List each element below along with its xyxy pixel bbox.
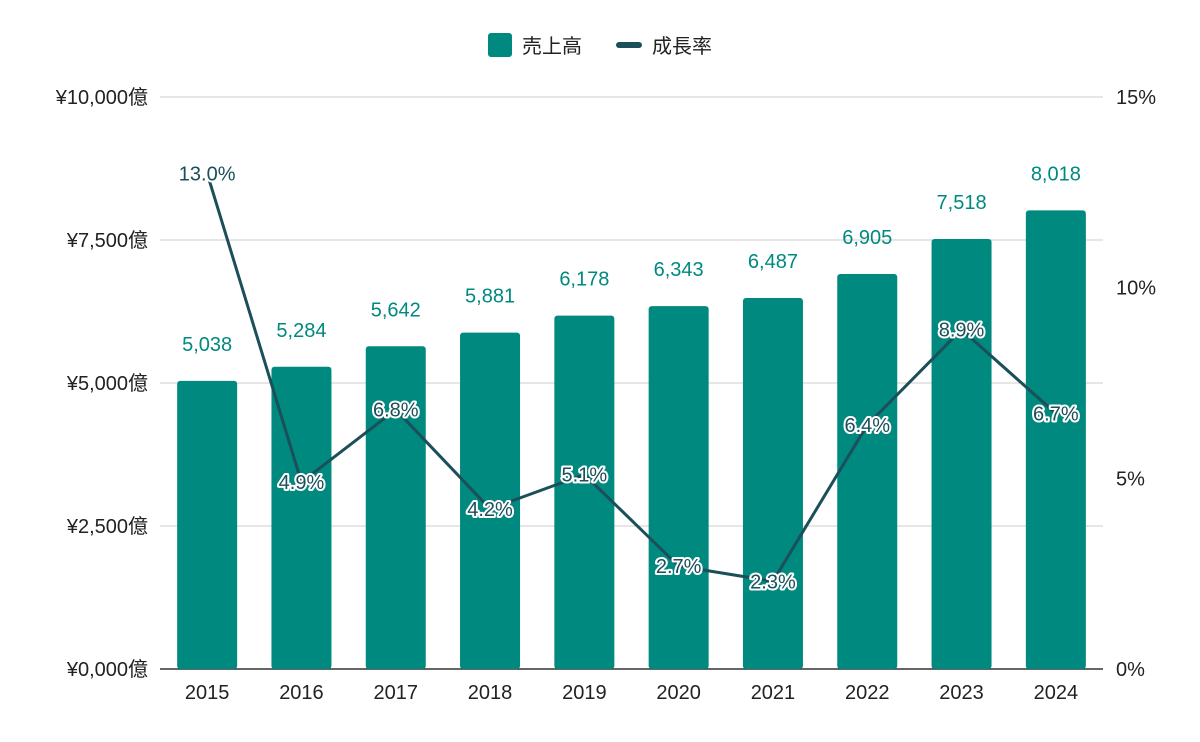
bar-value-label: 5,642	[371, 299, 421, 321]
y-right-tick-label: 15%	[1116, 87, 1156, 109]
x-tick-label: 2022	[845, 682, 890, 704]
growth-value-label: 8.9%	[939, 320, 985, 342]
bar	[177, 380, 238, 669]
bar	[460, 332, 521, 669]
growth-value-label: 4.9%	[279, 472, 325, 494]
bar-value-label: 6,487	[748, 251, 798, 273]
x-tick-label: 2023	[939, 682, 984, 704]
bar	[931, 238, 992, 669]
bar-value-label: 6,343	[654, 259, 704, 281]
x-tick-label: 2015	[185, 682, 230, 704]
y-right-tick-label: 10%	[1116, 278, 1156, 300]
bar-value-label: 8,018	[1031, 163, 1081, 185]
bar-value-label: 6,905	[842, 227, 892, 249]
growth-value-label: 2.3%	[750, 571, 796, 593]
bar-value-label: 6,178	[559, 269, 609, 291]
bar-value-label: 5,284	[276, 320, 326, 342]
legend-label-sales: 売上高	[522, 36, 582, 58]
y-left-tick-label: ¥5,000億	[66, 372, 148, 395]
bar-value-label: 7,518	[937, 192, 987, 214]
growth-value-label: 2.7%	[656, 556, 702, 578]
bar	[648, 306, 709, 669]
x-tick-label: 2016	[279, 682, 324, 704]
bar	[554, 315, 615, 669]
legend-item-sales: 売上高	[488, 30, 582, 59]
bar	[742, 297, 803, 669]
growth-value-label: 6.7%	[1033, 404, 1079, 426]
bar-value-label: 5,881	[465, 286, 515, 308]
x-tick-label: 2020	[656, 682, 701, 704]
growth-line	[205, 172, 1057, 583]
legend-swatch-growth	[616, 41, 642, 48]
growth-value-label: 4.2%	[467, 499, 513, 521]
x-tick-label: 2018	[468, 682, 513, 704]
x-tick-label: 2024	[1034, 682, 1079, 704]
legend-item-growth: 成長率	[616, 30, 712, 59]
chart-legend: 売上高 成長率	[0, 30, 1200, 59]
growth-value-label: 13.0%	[179, 163, 236, 185]
growth-value-label: 6.4%	[844, 415, 890, 437]
x-tick-label: 2019	[562, 682, 607, 704]
growth-value-label: 5.1%	[562, 465, 608, 487]
y-right-tick-label: 5%	[1116, 468, 1145, 490]
bar	[1025, 210, 1086, 669]
legend-swatch-sales	[488, 32, 512, 57]
legend-label-growth: 成長率	[652, 36, 712, 58]
y-left-tick-label: ¥7,500億	[66, 229, 148, 252]
bar	[271, 366, 332, 669]
y-left-tick-label: ¥2,500億	[66, 515, 148, 538]
x-tick-label: 2021	[751, 682, 796, 704]
y-left-tick-label: ¥0,000億	[66, 658, 148, 681]
growth-value-label: 6.8%	[373, 400, 419, 422]
bar-value-label: 5,038	[182, 334, 232, 356]
bar	[365, 346, 426, 669]
bar	[837, 274, 898, 669]
x-tick-label: 2017	[374, 682, 419, 704]
y-right-tick-label: 0%	[1116, 659, 1145, 681]
y-left-tick-label: ¥10,000億	[55, 86, 148, 109]
